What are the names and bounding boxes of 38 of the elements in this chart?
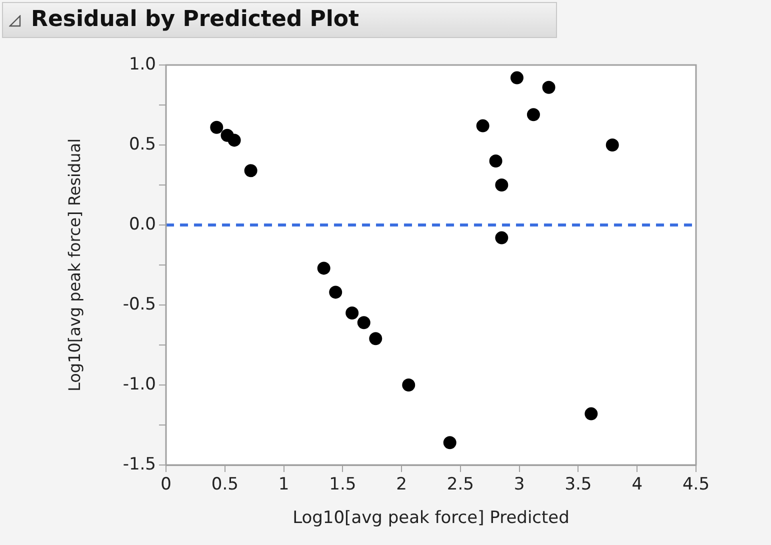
point	[542, 80, 556, 94]
y-tick-label: -1.0	[122, 374, 156, 394]
x-tick-label: 4	[632, 474, 643, 495]
x-tick-label: 0	[160, 474, 172, 495]
point	[443, 436, 456, 450]
x-tick-label: 4.5	[682, 474, 710, 495]
point	[606, 138, 619, 152]
y-tick-label: -1.5	[122, 454, 156, 474]
point	[526, 108, 540, 122]
point	[210, 120, 224, 134]
point	[489, 154, 502, 168]
point	[584, 407, 598, 420]
point	[244, 164, 258, 178]
y-tick-label: 1.0	[128, 54, 156, 74]
point	[357, 316, 370, 330]
x-tick-label: 3	[514, 474, 525, 495]
point	[402, 378, 416, 392]
point	[228, 134, 241, 147]
point	[495, 231, 508, 244]
chart-title: Residual by Predicted Plot	[31, 7, 360, 32]
point	[369, 332, 382, 346]
y-tick-label: 0.5	[128, 134, 156, 154]
x-axis-title: Log10[avg peak force] Predicted	[292, 508, 570, 528]
x-tick-label: 2.5	[446, 474, 474, 495]
y-tick-label: 0.0	[128, 214, 156, 234]
point	[329, 286, 342, 299]
x-tick-label: 1	[278, 474, 290, 495]
x-tick-label: 2	[396, 474, 407, 495]
x-tick-label: 1.5	[329, 474, 356, 495]
point	[495, 178, 508, 192]
point	[317, 262, 330, 275]
y-axis-title: Log10[avg peak force] Residual	[64, 138, 84, 392]
point	[476, 119, 490, 132]
x-tick-label: 0.5	[211, 474, 238, 495]
point	[346, 306, 359, 320]
point	[510, 71, 524, 84]
y-tick-label: -0.5	[122, 294, 156, 314]
x-tick-label: 3.5	[564, 474, 592, 495]
